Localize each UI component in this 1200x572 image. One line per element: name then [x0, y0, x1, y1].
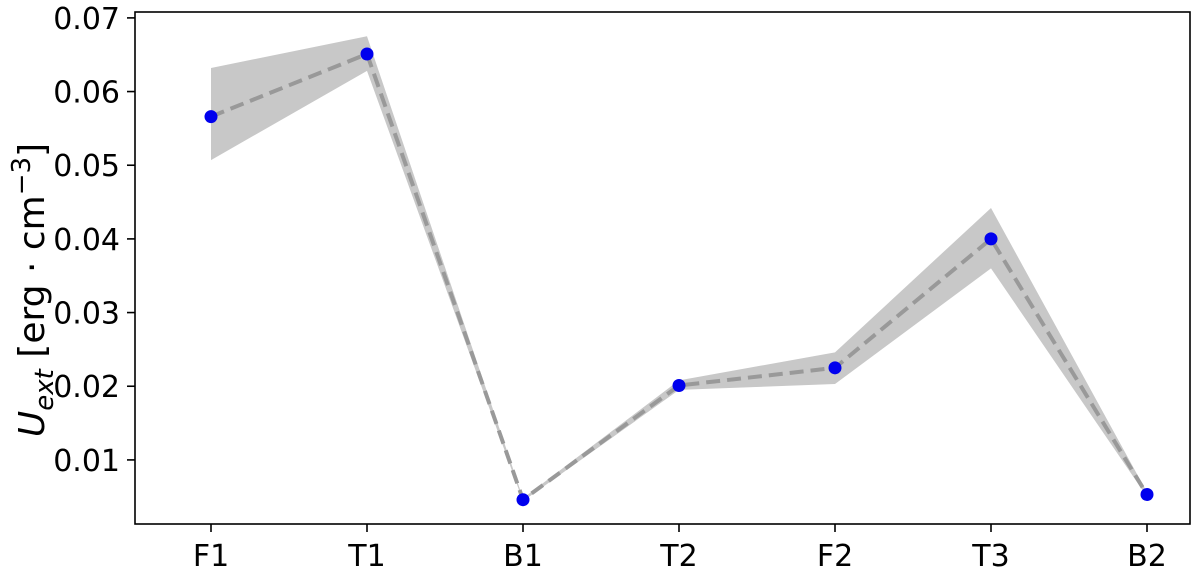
y-tick-label: 0.02 — [53, 370, 120, 405]
x-tick-label-t2: T2 — [659, 539, 697, 572]
data-point-t3 — [984, 232, 998, 246]
x-tick-label-f1: F1 — [193, 539, 229, 572]
y-axis-title-subscript: ext — [30, 368, 60, 410]
x-tick-label-b1: B1 — [503, 539, 543, 572]
data-point-t2 — [672, 379, 686, 393]
plot-frame — [134, 11, 1191, 525]
y-tick-label: 0.06 — [53, 76, 120, 111]
y-axis-title-close: ] — [12, 143, 53, 157]
y-axis-title-unit: [erg · cm — [12, 195, 53, 369]
y-tick-label: 0.03 — [53, 297, 120, 332]
x-axis-ticks: F1 T1 B1 T2 F2 T3 B2 — [193, 524, 1167, 572]
data-point-b1 — [516, 493, 530, 507]
x-tick-label-t3: T3 — [971, 539, 1009, 572]
data-point-t1 — [360, 47, 374, 61]
y-tick-label: 0.01 — [53, 444, 120, 479]
y-tick-label: 0.04 — [53, 223, 120, 258]
x-tick-label-t1: T1 — [347, 539, 385, 572]
y-axis-title-exponent: −3 — [7, 157, 37, 195]
x-tick-label-b2: B2 — [1127, 539, 1167, 572]
data-point-f2 — [828, 361, 842, 375]
error-band-layer — [211, 36, 1147, 502]
y-axis-title-symbol: U — [12, 411, 53, 437]
error-band — [211, 36, 1147, 502]
y-axis-ticks: 0.01 0.02 0.03 0.04 0.05 0.06 0.07 — [53, 2, 135, 479]
y-axis-title: Uext [erg · cm−3] — [7, 143, 60, 437]
data-point-f1 — [204, 110, 218, 124]
data-point-b2 — [1140, 488, 1154, 502]
y-tick-label: 0.05 — [53, 149, 120, 184]
y-tick-label: 0.07 — [53, 2, 120, 37]
data-point-layer — [204, 47, 1154, 507]
x-tick-label-f2: F2 — [817, 539, 853, 572]
